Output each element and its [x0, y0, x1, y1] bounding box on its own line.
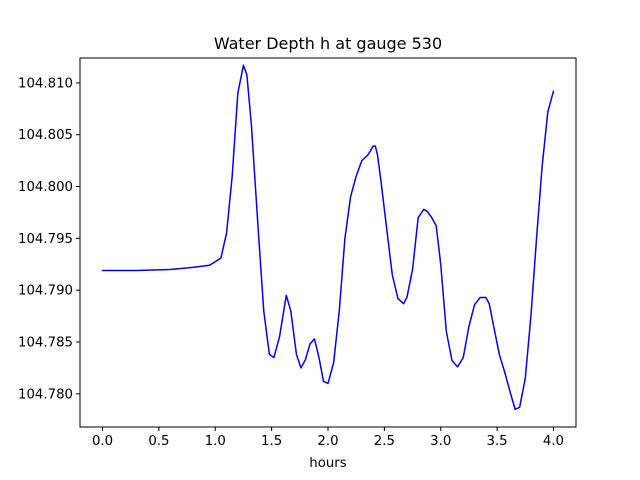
y-tick-label: 104.800 [18, 180, 73, 195]
x-tick-label: 0.5 [148, 434, 169, 449]
y-tick-label: 104.795 [18, 232, 73, 247]
x-tick-label: 4.0 [543, 434, 564, 449]
y-tick-label: 104.785 [18, 336, 73, 351]
data-line-series-0 [101, 64, 555, 411]
y-tick-label: 104.790 [18, 284, 73, 299]
plot-area: 0.0 0.5 1.0 1.5 2.0 2.5 3.0 3.5 4.0 104.780 104.78… [18, 57, 577, 449]
x-tick-label: 1.5 [261, 434, 282, 449]
x-tick-label: 2.0 [317, 434, 338, 449]
x-tick-label: 1.0 [205, 434, 226, 449]
x-tick-label: 3.5 [487, 434, 508, 449]
x-tick-label: 0.0 [92, 434, 113, 449]
chart-title: Water Depth h at gauge 530 [214, 34, 442, 53]
y-tick-label: 104.780 [18, 387, 73, 402]
y-tick-label: 104.805 [18, 128, 73, 143]
y-tick-label: 104.810 [18, 76, 73, 91]
x-axis-label: hours [309, 456, 346, 471]
x-tick-label: 2.5 [374, 434, 395, 449]
x-tick-label: 3.0 [430, 434, 451, 449]
